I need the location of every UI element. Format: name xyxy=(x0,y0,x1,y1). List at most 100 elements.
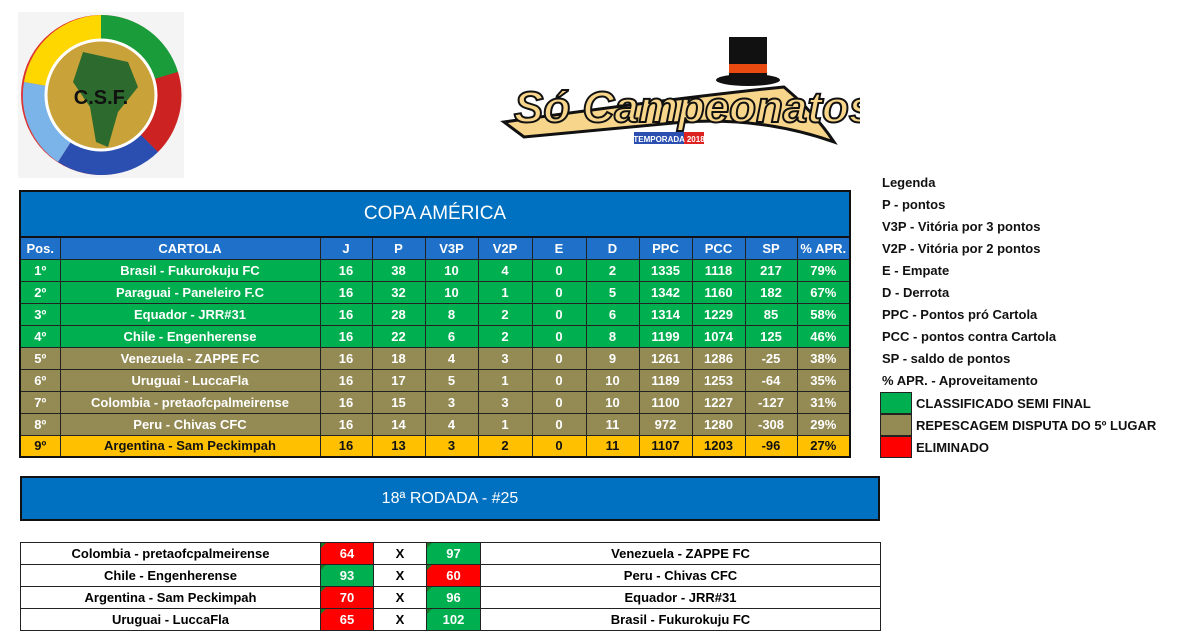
cell-position: 3º xyxy=(19,302,61,326)
away-team: Brasil - Fukurokuju FC xyxy=(480,608,881,631)
so-campeonatos-text: Só Campeonatos xyxy=(514,83,860,132)
csf-logo: C.S.F. xyxy=(18,12,184,178)
cell-draws: 0 xyxy=(531,324,587,348)
cell-ppc: 1261 xyxy=(638,346,693,370)
cell-pcc: 1229 xyxy=(691,302,746,326)
cell-v3p: 3 xyxy=(424,434,479,458)
match-row: Colombia - pretaofcpalmeirense 64 X 97 Venez… xyxy=(20,542,881,565)
home-score: 93 xyxy=(320,564,374,587)
cell-draws: 0 xyxy=(531,346,587,370)
cell-draws: 0 xyxy=(531,302,587,326)
home-team: Argentina - Sam Peckimpah xyxy=(20,586,321,609)
cell-draws: 0 xyxy=(531,258,587,282)
table-row: 9º Argentina - Sam Peckimpah 16 13 3 2 0 11 1107… xyxy=(19,434,851,458)
cell-cartola: Venezuela - ZAPPE FC xyxy=(59,346,321,370)
cell-position: 8º xyxy=(19,412,61,436)
cell-games: 16 xyxy=(319,434,373,458)
cell-position: 2º xyxy=(19,280,61,304)
cell-v2p: 1 xyxy=(477,280,533,304)
cell-pcc: 1286 xyxy=(691,346,746,370)
cell-position: 7º xyxy=(19,390,61,414)
cell-pcc: 1118 xyxy=(691,258,746,282)
legend-title: Legenda xyxy=(882,175,936,190)
cell-points: 28 xyxy=(371,302,426,326)
column-header: % APR. xyxy=(796,236,851,260)
cell-draws: 0 xyxy=(531,412,587,436)
column-header: Pos. xyxy=(19,236,61,260)
cell-ppc: 1342 xyxy=(638,280,693,304)
cell-points: 17 xyxy=(371,368,426,392)
table-row: 3º Equador - JRR#31 16 28 8 2 0 6 1314 1229 85 58% xyxy=(19,302,851,326)
versus-label: X xyxy=(373,586,427,609)
away-team: Equador - JRR#31 xyxy=(480,586,881,609)
legend-color-label: REPESCAGEM DISPUTA DO 5º LUGAR xyxy=(916,417,1157,433)
cell-ppc: 1314 xyxy=(638,302,693,326)
cell-sp: 85 xyxy=(744,302,798,326)
table-row: 6º Uruguai - LuccaFla 16 17 5 1 0 10 1189 1253 -64… xyxy=(19,368,851,392)
cell-cartola: Paraguai - Paneleiro F.C xyxy=(59,280,321,304)
cell-v3p: 4 xyxy=(424,346,479,370)
cell-cartola: Chile - Engenherense xyxy=(59,324,321,348)
matches-table: Colombia - pretaofcpalmeirense 64 X 97 Venez… xyxy=(20,542,881,631)
cell-points: 15 xyxy=(371,390,426,414)
cell-v2p: 1 xyxy=(477,412,533,436)
cell-apr: 29% xyxy=(796,412,851,436)
match-row: Uruguai - LuccaFla 65 X 102 Brasil - Fukurok… xyxy=(20,608,881,631)
cell-sp: 125 xyxy=(744,324,798,348)
cell-apr: 79% xyxy=(796,258,851,282)
column-header: J xyxy=(319,236,373,260)
cell-losses: 6 xyxy=(585,302,640,326)
cell-draws: 0 xyxy=(531,280,587,304)
cell-points: 14 xyxy=(371,412,426,436)
cell-sp: -127 xyxy=(744,390,798,414)
cell-apr: 31% xyxy=(796,390,851,414)
cell-v2p: 3 xyxy=(477,390,533,414)
cell-position: 4º xyxy=(19,324,61,348)
cell-position: 1º xyxy=(19,258,61,282)
cell-draws: 0 xyxy=(531,434,587,458)
cell-v3p: 6 xyxy=(424,324,479,348)
cell-cartola: Brasil - Fukurokuju FC xyxy=(59,258,321,282)
away-team: Peru - Chivas CFC xyxy=(480,564,881,587)
away-score: 102 xyxy=(426,608,481,631)
cell-sp: 217 xyxy=(744,258,798,282)
cell-draws: 0 xyxy=(531,368,587,392)
column-header: D xyxy=(585,236,640,260)
cell-games: 16 xyxy=(319,280,373,304)
column-header: P xyxy=(371,236,426,260)
legend-color-item: CLASSIFICADO SEMI FINAL xyxy=(880,392,1156,414)
cell-games: 16 xyxy=(319,390,373,414)
legend-item: V3P - Vitória por 3 pontos xyxy=(882,219,1041,234)
legend-color-label: CLASSIFICADO SEMI FINAL xyxy=(916,395,1091,411)
table-row: 2º Paraguai - Paneleiro F.C 16 32 10 1 0 5 1342 1… xyxy=(19,280,851,304)
cell-apr: 27% xyxy=(796,434,851,458)
cell-position: 6º xyxy=(19,368,61,392)
cell-sp: -308 xyxy=(744,412,798,436)
legend-swatch xyxy=(880,392,912,414)
cell-v3p: 8 xyxy=(424,302,479,326)
cell-sp: -25 xyxy=(744,346,798,370)
cell-cartola: Uruguai - LuccaFla xyxy=(59,368,321,392)
cell-ppc: 1189 xyxy=(638,368,693,392)
match-row: Argentina - Sam Peckimpah 70 X 96 Equador - … xyxy=(20,586,881,609)
cell-v3p: 10 xyxy=(424,280,479,304)
cell-cartola: Peru - Chivas CFC xyxy=(59,412,321,436)
away-score: 60 xyxy=(426,564,481,587)
cell-apr: 35% xyxy=(796,368,851,392)
versus-label: X xyxy=(373,542,427,565)
table-row: 7º Colombia - pretaofcpalmeirense 16 15 3 3 0 1… xyxy=(19,390,851,414)
cell-position: 5º xyxy=(19,346,61,370)
cell-v2p: 4 xyxy=(477,258,533,282)
cell-losses: 5 xyxy=(585,280,640,304)
cell-v2p: 1 xyxy=(477,368,533,392)
csf-logo-text: C.S.F. xyxy=(74,87,128,109)
home-score: 65 xyxy=(320,608,374,631)
cell-apr: 58% xyxy=(796,302,851,326)
cell-points: 22 xyxy=(371,324,426,348)
legend-swatch xyxy=(880,436,912,458)
cell-v2p: 3 xyxy=(477,346,533,370)
home-score: 64 xyxy=(320,542,374,565)
legend-item: E - Empate xyxy=(882,263,950,278)
cell-pcc: 1227 xyxy=(691,390,746,414)
cell-games: 16 xyxy=(319,324,373,348)
